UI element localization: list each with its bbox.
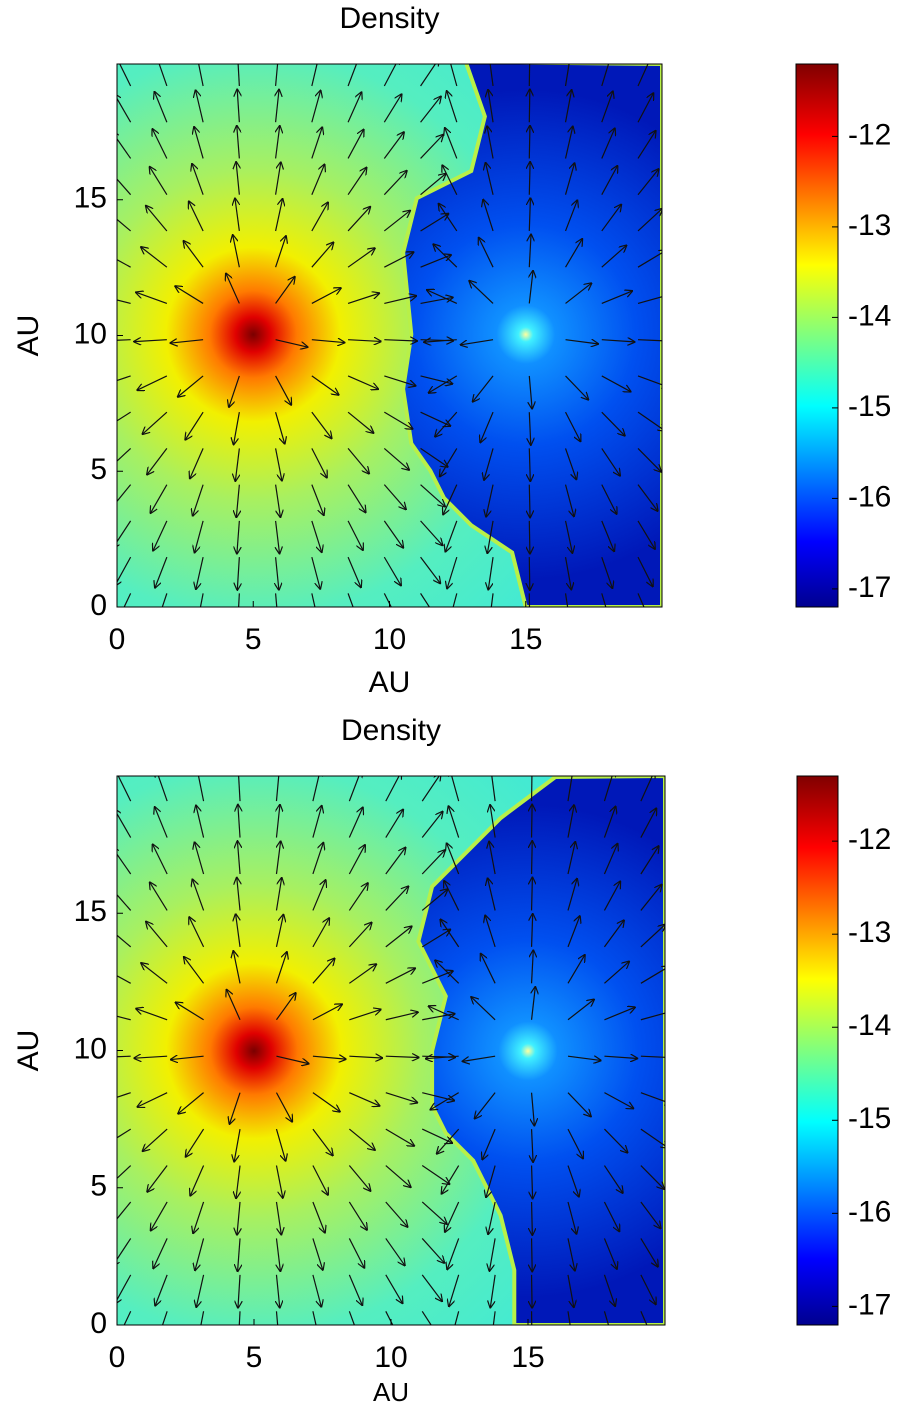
colorbar bbox=[797, 776, 838, 1325]
colorbar-tick-label: -15 bbox=[848, 390, 891, 423]
x-axis-label: AU bbox=[373, 1377, 409, 1407]
x-tick-label: 0 bbox=[109, 1341, 126, 1374]
colorbar-tick-label: -13 bbox=[848, 916, 891, 949]
plot-area bbox=[98, 768, 674, 1344]
velocity-arrow bbox=[532, 1202, 533, 1235]
velocity-arrow bbox=[529, 521, 530, 554]
colorbar-tick-label: -13 bbox=[848, 209, 891, 242]
velocity-arrow bbox=[532, 878, 533, 911]
velocity-arrow bbox=[529, 557, 530, 590]
velocity-arrow bbox=[529, 485, 530, 518]
x-tick-label: 15 bbox=[511, 1341, 544, 1374]
y-tick-label: 10 bbox=[74, 1032, 107, 1065]
velocity-arrow bbox=[532, 841, 533, 874]
velocity-arrow bbox=[532, 805, 533, 838]
y-tick-label: 5 bbox=[90, 453, 107, 486]
x-axis-label: AU bbox=[369, 666, 411, 699]
y-tick-label: 0 bbox=[90, 1307, 107, 1340]
x-tick-label: 10 bbox=[373, 623, 406, 656]
colorbar-tick-label: -12 bbox=[848, 823, 891, 856]
chart-title: Density bbox=[341, 714, 441, 747]
colorbar-tick-label: -17 bbox=[848, 571, 891, 604]
x-tick-label: 15 bbox=[509, 623, 542, 656]
y-tick-label: 15 bbox=[74, 182, 107, 215]
colorbar-tick-label: -17 bbox=[848, 1288, 891, 1321]
y-tick-label: 0 bbox=[90, 589, 107, 622]
y-axis-label: AU bbox=[12, 1030, 45, 1072]
colorbar-tick-label: -14 bbox=[848, 1009, 891, 1042]
y-axis-label: AU bbox=[12, 315, 45, 357]
velocity-arrow bbox=[529, 162, 530, 195]
colorbar-tick-label: -16 bbox=[848, 480, 891, 513]
plot-area bbox=[98, 53, 671, 626]
colorbar-tick-label: -16 bbox=[848, 1195, 891, 1228]
y-tick-label: 10 bbox=[74, 317, 107, 350]
colorbar-tick-label: -12 bbox=[848, 118, 891, 151]
velocity-arrow bbox=[532, 1238, 533, 1271]
velocity-arrow bbox=[532, 1275, 533, 1308]
x-tick-label: 5 bbox=[245, 623, 262, 656]
x-tick-label: 0 bbox=[109, 623, 126, 656]
colorbar-tick-label: -15 bbox=[848, 1102, 891, 1135]
x-tick-label: 10 bbox=[374, 1341, 407, 1374]
chart-title: Density bbox=[339, 2, 439, 35]
colorbar-tick-label: -14 bbox=[848, 299, 891, 332]
velocity-arrow bbox=[529, 126, 530, 159]
velocity-arrow bbox=[529, 90, 530, 123]
x-tick-label: 5 bbox=[246, 1341, 263, 1374]
colorbar bbox=[796, 64, 838, 607]
y-tick-label: 5 bbox=[90, 1170, 107, 1203]
y-tick-label: 15 bbox=[74, 895, 107, 928]
